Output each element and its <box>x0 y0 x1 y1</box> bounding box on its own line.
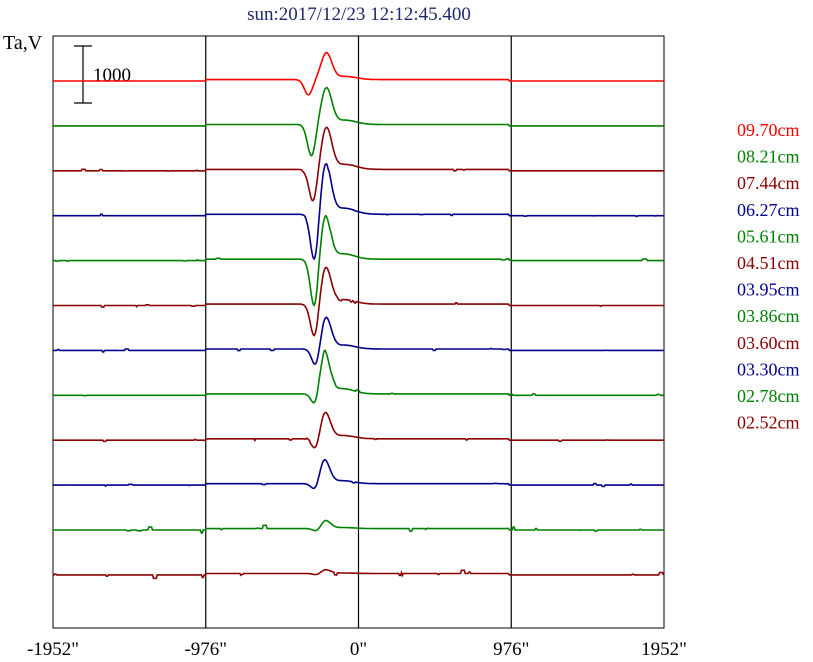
series-traces <box>53 51 665 580</box>
scale-bar: 1000 <box>74 45 131 104</box>
legend-entry-08.21cm: 08.21cm <box>737 147 800 167</box>
legend-entry-03.95cm: 03.95cm <box>737 280 800 300</box>
series-trace-09.70cm <box>53 51 664 96</box>
series-trace-03.30cm <box>53 459 664 490</box>
x-tick-label-0: -1952" <box>27 639 79 660</box>
scale-bar-label: 1000 <box>93 65 131 86</box>
series-trace-02.78cm <box>53 519 664 534</box>
x-tick-label-3: 976" <box>493 639 529 660</box>
series-trace-06.27cm <box>53 162 664 261</box>
x-tick-label-4: 1952" <box>641 639 687 660</box>
x-tick-label-2: 0" <box>350 639 367 660</box>
y-axis-label: Ta,V <box>3 32 43 54</box>
legend-entry-03.60cm: 03.60cm <box>737 333 800 353</box>
x-tick-label-1: -976" <box>184 639 227 660</box>
legend: 09.70cm 08.21cm 07.44cm 06.27cm 05.61cm 04.51… <box>737 120 800 433</box>
legend-entry-06.27cm: 06.27cm <box>737 200 800 220</box>
series-trace-08.21cm <box>53 86 664 157</box>
legend-entry-05.61cm: 05.61cm <box>737 226 800 246</box>
x-tick-labels: -1952" -976" 0" 976" 1952" <box>27 639 687 660</box>
series-trace-04.51cm <box>53 266 664 337</box>
series-trace-03.60cm <box>53 411 664 449</box>
series-trace-07.44cm <box>53 126 664 202</box>
legend-entry-04.51cm: 04.51cm <box>737 253 800 273</box>
series-trace-03.86cm <box>53 349 664 404</box>
legend-entry-09.70cm: 09.70cm <box>737 120 800 140</box>
series-trace-02.52cm <box>53 568 665 580</box>
series-trace-03.95cm <box>53 316 664 366</box>
legend-entry-03.86cm: 03.86cm <box>737 306 800 326</box>
legend-entry-03.30cm: 03.30cm <box>737 359 800 379</box>
legend-entry-07.44cm: 07.44cm <box>737 173 800 193</box>
legend-entry-02.78cm: 02.78cm <box>737 386 800 406</box>
chart-title: sun:2017/12/23 12:12:45.400 <box>247 4 471 25</box>
series-trace-05.61cm <box>53 214 664 307</box>
legend-entry-02.52cm: 02.52cm <box>737 413 800 433</box>
